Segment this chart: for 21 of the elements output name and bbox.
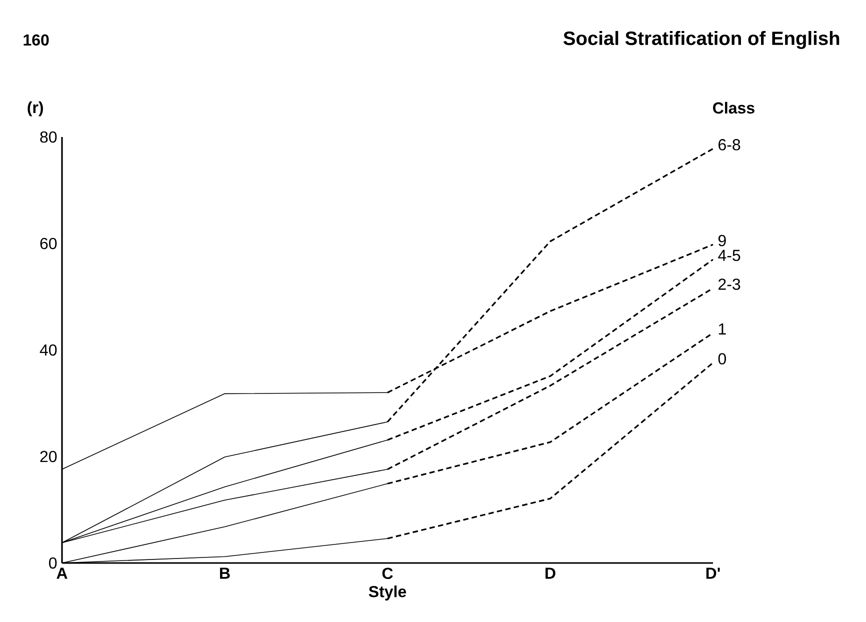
x-tick-label: D: [546, 568, 556, 579]
y-tick-label: 40: [40, 344, 57, 356]
series-label: 2-3: [718, 278, 740, 290]
x-tick-label: D': [706, 568, 720, 579]
y-axis-title: (r): [28, 101, 43, 116]
y-tick-label: 60: [40, 238, 57, 250]
y-tick-label: 80: [40, 131, 57, 143]
chart-title: Social Stratification of English: [563, 31, 840, 49]
x-tick-label: C: [382, 568, 393, 580]
x-axis-title: Style: [368, 586, 406, 600]
y-tick-label: 20: [40, 450, 57, 462]
series-label: 4-5: [718, 250, 740, 262]
series-label: 9: [718, 234, 726, 246]
series-label: 0: [718, 353, 726, 364]
x-tick-label: A: [56, 568, 68, 579]
series-label: 1: [718, 323, 726, 334]
text: 160: [24, 34, 49, 46]
legend-title: Class: [713, 102, 754, 114]
series-label: 6-8: [718, 139, 740, 150]
x-tick-label: B: [220, 568, 230, 579]
y-tick-label: 0: [49, 557, 57, 569]
